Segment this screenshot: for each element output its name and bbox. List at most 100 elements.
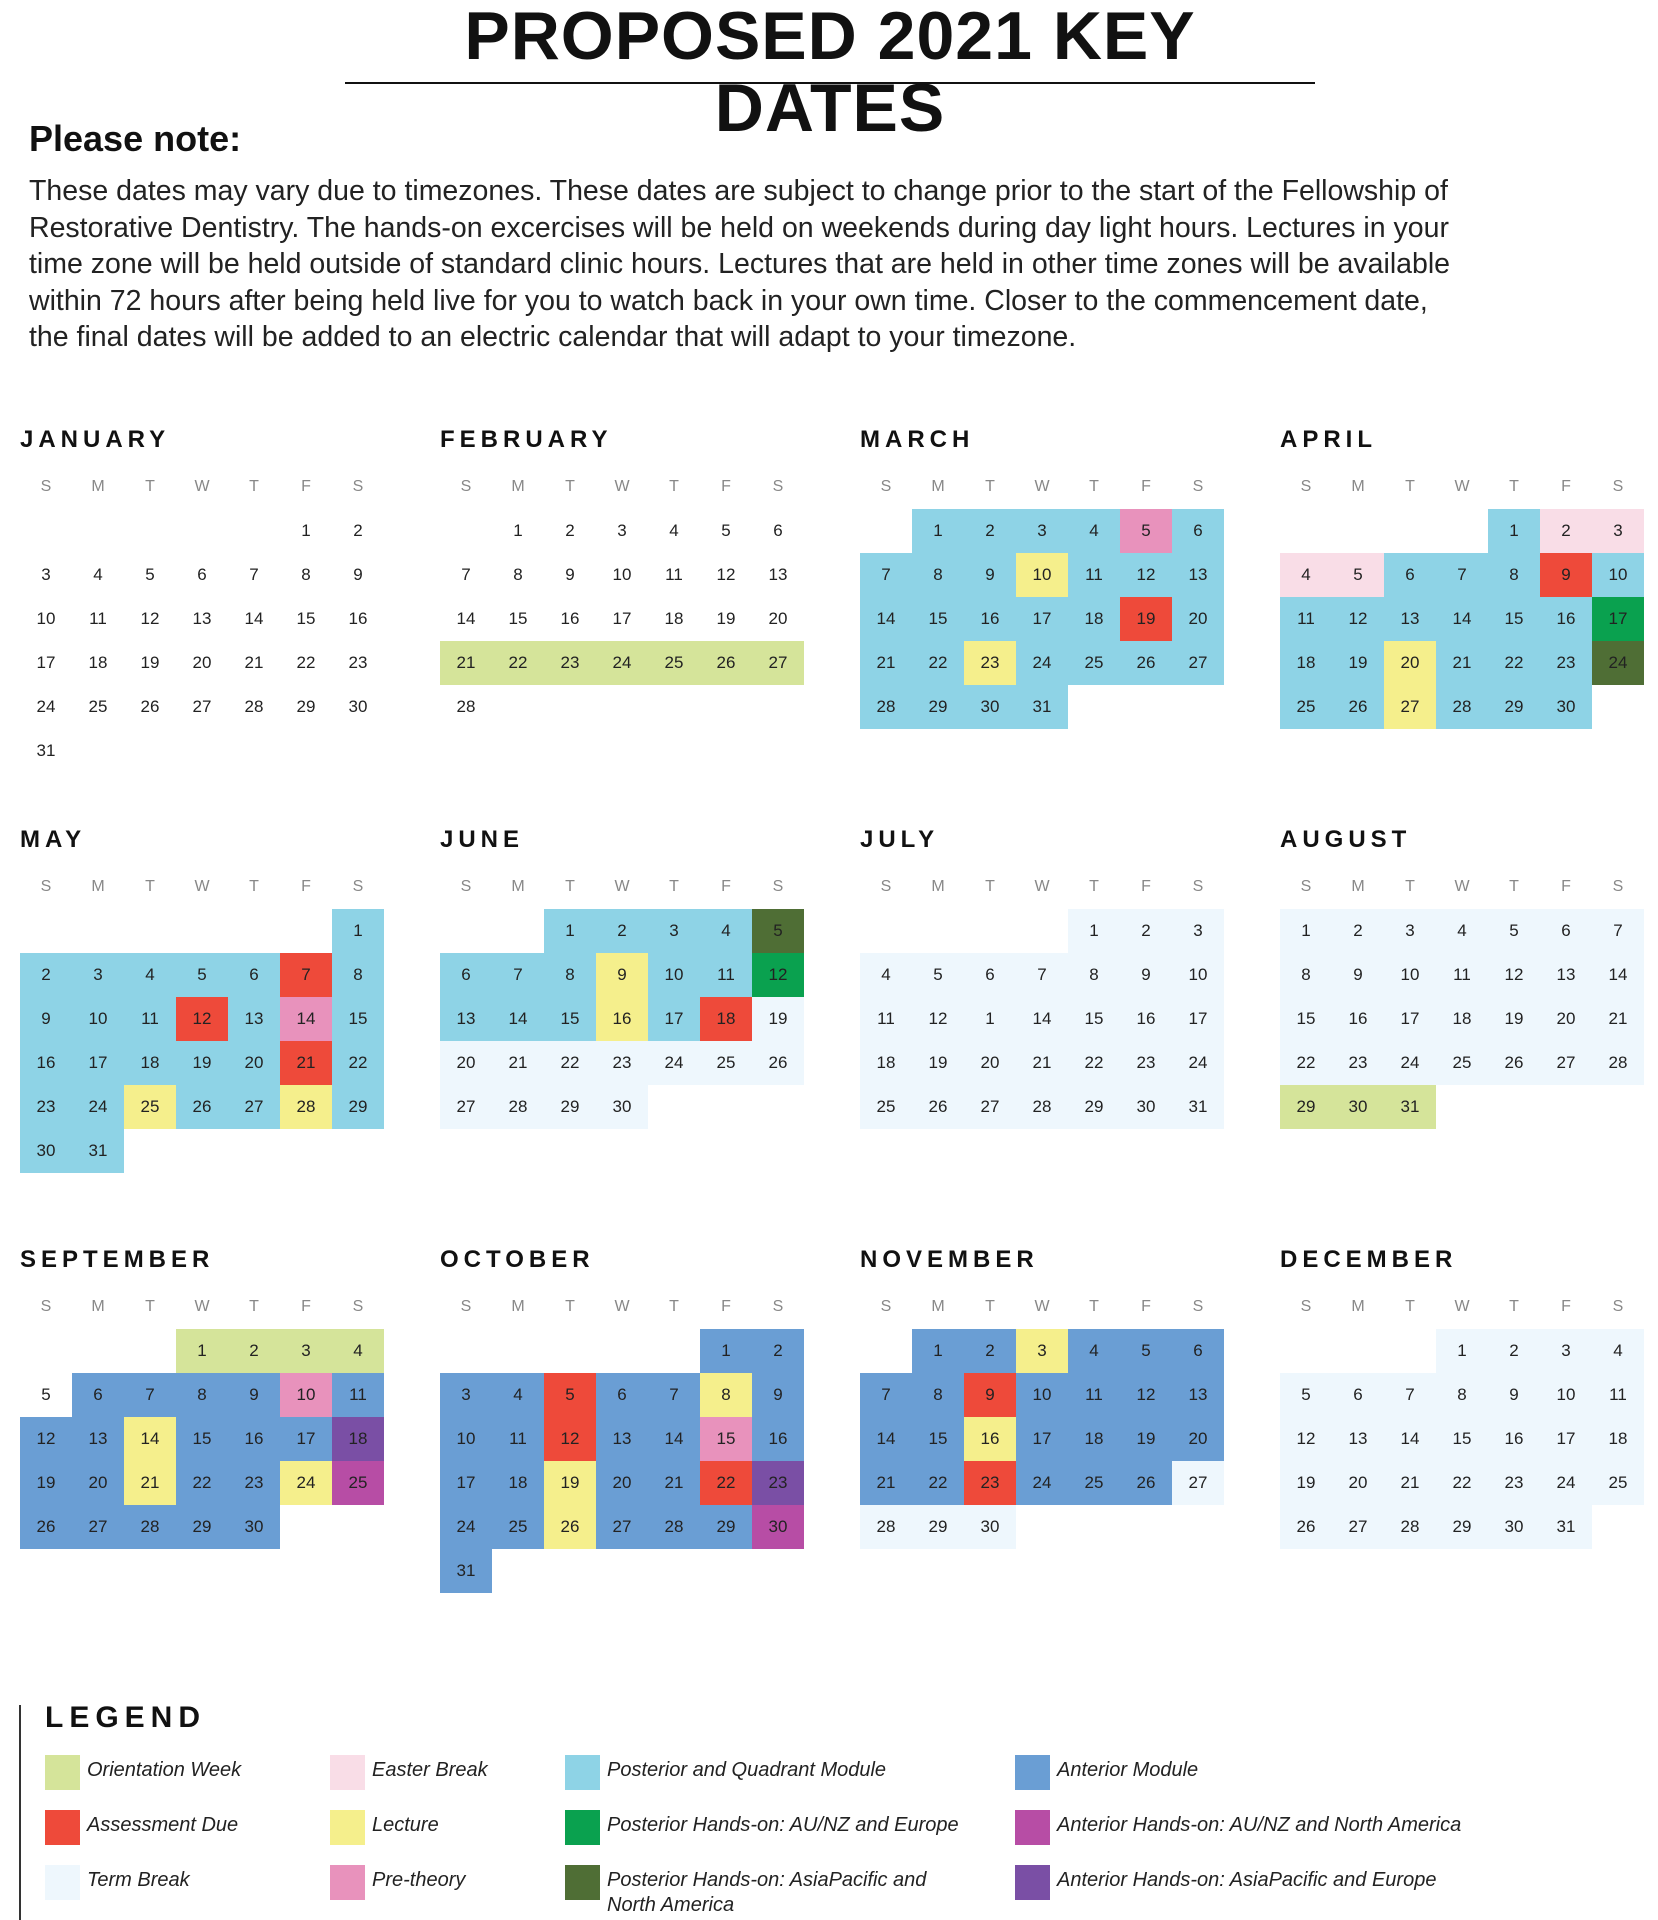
- weekday-label: S: [1612, 878, 1624, 895]
- calendar-day: 12: [176, 997, 228, 1041]
- calendar-day: 27: [72, 1505, 124, 1549]
- calendar-day: 29: [912, 685, 964, 729]
- calendar-day: 12: [912, 997, 964, 1041]
- calendar-day: 27: [228, 1085, 280, 1129]
- calendar-day: 9: [565, 565, 575, 584]
- calendar-day: 16: [348, 609, 368, 628]
- weekday-label: T: [1089, 878, 1099, 895]
- calendar-day: 12: [716, 565, 736, 584]
- calendar-day: 16: [1332, 997, 1384, 1041]
- weekday-label: F: [301, 478, 311, 495]
- calendar-day: 8: [912, 553, 964, 597]
- month-may: MAY S M T W T F S 1 2 3 4 5 6 7 8 9 10 11 12 13 14 15 16 17 18 19 2…: [20, 825, 420, 1185]
- calendar-day: 28: [860, 685, 912, 729]
- calendar-day: 21: [280, 1041, 332, 1085]
- calendar-day: 4: [332, 1329, 384, 1373]
- calendar-day: 15: [912, 1417, 964, 1461]
- calendar-day: 24: [1384, 1041, 1436, 1085]
- calendar-day: 15: [912, 597, 964, 641]
- calendar-day: 12: [1120, 1373, 1172, 1417]
- month-name: AUGUST: [1280, 826, 1412, 853]
- calendar-day: 18: [332, 1417, 384, 1461]
- legend-swatch: [565, 1810, 600, 1845]
- weekday-label: F: [1141, 878, 1151, 895]
- calendar-day: 19: [1120, 597, 1172, 641]
- calendar-day: 22: [700, 1461, 752, 1505]
- calendar-day: 26: [1280, 1505, 1332, 1549]
- calendar-day: 8: [1068, 953, 1120, 997]
- calendar-day: 11: [1436, 953, 1488, 997]
- calendar-day: 9: [596, 953, 648, 997]
- calendar-day: 23: [1120, 1041, 1172, 1085]
- weekday-label: T: [145, 1298, 155, 1315]
- calendar-day: 14: [244, 609, 264, 628]
- weekday-label: S: [1300, 1298, 1312, 1315]
- calendar-day: 12: [1120, 553, 1172, 597]
- calendar-day: 23: [596, 1041, 648, 1085]
- weekday-label: F: [721, 1298, 731, 1315]
- calendar-day: 20: [1172, 1417, 1224, 1461]
- calendar-day: 14: [1436, 597, 1488, 641]
- calendar-day: 20: [1384, 641, 1436, 685]
- weekday-label: T: [249, 478, 259, 495]
- calendar-day: 11: [492, 1417, 544, 1461]
- calendar-day: 4: [93, 565, 103, 584]
- weekday-label: F: [301, 878, 311, 895]
- calendar-day: 17: [1384, 997, 1436, 1041]
- calendar-day: 11: [1068, 1373, 1120, 1417]
- weekday-label: S: [460, 1298, 472, 1315]
- calendar-day: 4: [1436, 909, 1488, 953]
- calendar-day: 30: [348, 697, 368, 716]
- calendar-day: 2: [1540, 509, 1592, 553]
- calendar-day: 12: [20, 1417, 72, 1461]
- calendar-day: 4: [124, 953, 176, 997]
- calendar-day: 5: [1120, 1329, 1172, 1373]
- calendar-day: 27: [1540, 1041, 1592, 1085]
- calendar-day: 7: [860, 553, 912, 597]
- weekday-label: M: [931, 878, 945, 895]
- calendar-day: 29: [1488, 685, 1540, 729]
- calendar-day: 20: [440, 1041, 492, 1085]
- calendar-day: 14: [1016, 997, 1068, 1041]
- weekday-label: W: [1454, 1298, 1470, 1315]
- calendar-day: 3: [1172, 909, 1224, 953]
- calendar-day: 10: [280, 1373, 332, 1417]
- calendar-day: 2: [964, 1329, 1016, 1373]
- legend-swatch: [1015, 1865, 1050, 1900]
- calendar-day: 19: [716, 609, 736, 628]
- calendar-day: 10: [1592, 553, 1644, 597]
- calendar-day: 28: [280, 1085, 332, 1129]
- calendar-day: 16: [20, 1041, 72, 1085]
- weekday-label: T: [565, 1298, 575, 1315]
- calendar-day: 3: [41, 565, 51, 584]
- calendar-day: 26: [912, 1085, 964, 1129]
- month-name: SEPTEMBER: [20, 1246, 215, 1273]
- calendar-day: 26: [176, 1085, 228, 1129]
- calendar-day: 25: [124, 1085, 176, 1129]
- weekday-label: W: [614, 1298, 630, 1315]
- calendar-day: 17: [72, 1041, 124, 1085]
- calendar-day: 15: [544, 997, 596, 1041]
- calendar-day: 22: [912, 1461, 964, 1505]
- weekday-label: S: [1192, 1298, 1204, 1315]
- calendar-day: 24: [280, 1461, 332, 1505]
- legend-label: Posterior and Quadrant Module: [607, 1759, 887, 1781]
- calendar-day: 18: [1068, 597, 1120, 641]
- calendar-day: 1: [332, 909, 384, 953]
- calendar-day: 4: [492, 1373, 544, 1417]
- calendar-day: 26: [1120, 641, 1172, 685]
- calendar-day: 15: [1488, 597, 1540, 641]
- calendar-day: 29: [1436, 1505, 1488, 1549]
- calendar-day: 29: [544, 1085, 596, 1129]
- calendar-day: 4: [1592, 1329, 1644, 1373]
- calendar-day: 15: [296, 609, 316, 628]
- calendar-day: 22: [1280, 1041, 1332, 1085]
- month-march: MARCH S M T W T F S 1 2 3 4 5 6 7 8 9 10 11 12 13 14 15 16 17 18 1…: [860, 425, 1260, 785]
- legend-label: Anterior Hands-on: AsiaPacific and Europ…: [1057, 1869, 1437, 1891]
- calendar-day: 7: [280, 953, 332, 997]
- calendar-day: 13: [768, 565, 788, 584]
- calendar-day: 30: [964, 685, 1016, 729]
- calendar-day: 11: [860, 997, 912, 1041]
- calendar-day: 29: [176, 1505, 228, 1549]
- calendar-day: 9: [964, 1373, 1016, 1417]
